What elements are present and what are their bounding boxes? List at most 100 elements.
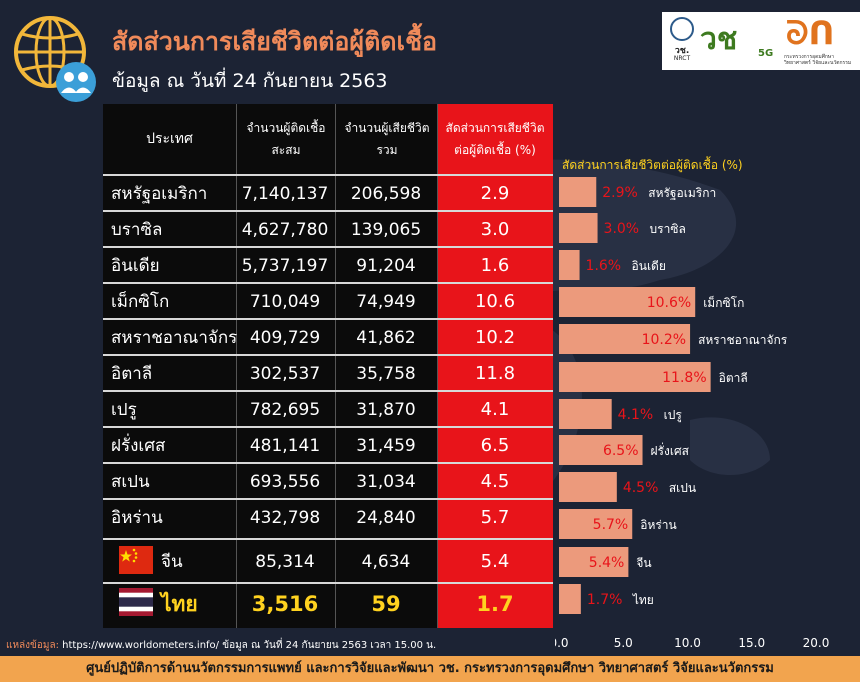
bar-category-label: สเปน <box>669 481 696 495</box>
cases-cell: 481,141 <box>249 436 321 456</box>
ratio-bar-chart: 2.9% สหรัฐอเมริกา 3.0% บราซิล 1.6% อินเดีย 10.… <box>555 177 830 650</box>
bar-category-label: สหราชอาณาจักร <box>698 333 788 347</box>
chart-bar <box>559 177 597 207</box>
chart-bar <box>559 250 580 280</box>
country-cell: สเปน <box>111 472 150 492</box>
table-row: สเปน 693,556 31,034 4.5 <box>103 464 553 500</box>
country-cell: สหรัฐอเมริกา <box>111 184 208 204</box>
source-text: https://www.worldometers.info/ ข้อมูล ณ … <box>58 640 437 651</box>
bar-category-label: อิตาลี <box>719 371 748 385</box>
country-cell: อินเดีย <box>111 256 160 276</box>
bar-category-label: สหรัฐอเมริกา <box>648 186 716 200</box>
country-cell: เปรู <box>111 400 137 420</box>
ratio-column-highlight <box>437 104 553 628</box>
country-cell: จีน <box>161 552 183 572</box>
x-tick-label: 15.0 <box>738 636 765 650</box>
country-cell: สหราชอาณาจักร <box>111 328 238 348</box>
header-cases: จำนวนผู้ติดเชื้อสะสม <box>246 121 326 157</box>
nrct-logo: วช. NRCT <box>668 15 696 67</box>
deaths-cell: 59 <box>371 592 401 616</box>
cases-cell: 85,314 <box>255 552 315 572</box>
chart-bar <box>559 324 691 354</box>
chart-bar <box>559 213 598 243</box>
bar-category-label: จีน <box>636 556 651 570</box>
x-tick-label: 10.0 <box>674 636 701 650</box>
x-tick-label: 20.0 <box>803 636 830 650</box>
table-row: จีน 85,314 4,634 5.4 <box>103 542 553 582</box>
row-divider <box>103 174 553 176</box>
table-row: เม็กซิโก 710,049 74,949 10.6 <box>103 284 553 320</box>
cases-cell: 710,049 <box>249 292 321 312</box>
bar-value-label: 4.5% <box>623 480 659 496</box>
bar-value-label: 10.2% <box>642 332 686 348</box>
row-divider <box>103 390 553 392</box>
ratio-cell: 1.6 <box>480 255 510 276</box>
page-subtitle: ข้อมูล ณ วันที่ 24 กันยายน 2563 <box>112 70 388 92</box>
table-row: เปรู 782,695 31,870 4.1 <box>103 392 553 428</box>
china-flag-icon <box>119 546 153 574</box>
ratio-cell: 10.2 <box>474 327 516 348</box>
bar-category-label: ฝรั่งเศส <box>651 442 690 458</box>
country-cell: อิตาลี <box>111 364 153 384</box>
row-divider <box>103 582 553 584</box>
bar-value-label: 1.7% <box>587 592 623 608</box>
cases-cell: 782,695 <box>249 400 321 420</box>
ratio-cell: 11.8 <box>474 363 516 384</box>
column-divider <box>335 104 336 628</box>
row-divider <box>103 426 553 428</box>
bar-value-label: 3.0% <box>604 221 640 237</box>
chart-bar <box>559 399 612 429</box>
chart-bar <box>559 287 696 317</box>
table-row: ไทย 3,516 59 1.7 <box>103 584 553 624</box>
row-divider <box>103 246 553 248</box>
bar-value-label: 5.7% <box>593 517 629 533</box>
row-divider <box>103 498 553 500</box>
deaths-cell: 91,204 <box>356 256 416 276</box>
country-cell: เม็กซิโก <box>111 292 170 312</box>
deaths-cell: 4,634 <box>361 552 411 572</box>
chart-bar <box>559 472 617 502</box>
bar-value-label: 5.4% <box>589 555 625 571</box>
deaths-cell: 206,598 <box>350 184 422 204</box>
chart-bar <box>559 584 581 614</box>
bar-category-label: บราซิล <box>650 222 686 236</box>
row-divider <box>103 462 553 464</box>
row-divider <box>103 282 553 284</box>
country-cell: บราซิล <box>111 220 163 240</box>
globe-people-icon <box>14 16 96 102</box>
nrct-5g-logo: วช 5G <box>700 22 774 59</box>
bar-category-label: ไทย <box>632 593 654 607</box>
row-divider <box>103 354 553 356</box>
bar-category-label: อินเดีย <box>632 259 666 273</box>
ratio-cell: 5.4 <box>480 551 510 572</box>
chart-bar <box>559 509 633 539</box>
deaths-cell: 31,870 <box>356 400 416 420</box>
table-row: อิตาลี 302,537 35,758 11.8 <box>103 356 553 392</box>
table-row: ฝรั่งเศส 481,141 31,459 6.5 <box>103 428 553 464</box>
ratio-cell: 2.9 <box>480 183 510 204</box>
header-deaths: จำนวนผู้เสียชีวิตรวม <box>344 121 430 157</box>
bar-value-label: 2.9% <box>602 185 638 201</box>
cases-cell: 4,627,780 <box>241 220 329 240</box>
table-row: บราซิล 4,627,780 139,065 3.0 <box>103 212 553 248</box>
bar-value-label: 4.1% <box>618 407 654 423</box>
country-cell: ไทย <box>161 592 198 616</box>
bar-value-label: 11.8% <box>662 370 706 386</box>
deaths-cell: 24,840 <box>356 508 416 528</box>
bar-category-label: เปรู <box>664 408 683 423</box>
thailand-flag-icon <box>119 588 153 616</box>
table-row: อิหร่าน 432,798 24,840 5.7 <box>103 500 553 536</box>
deaths-cell: 31,459 <box>356 436 416 456</box>
chart-bar <box>559 435 643 465</box>
row-divider <box>103 538 553 540</box>
chart-title: สัดส่วนการเสียชีวิตต่อผู้ติดเชื้อ (%) <box>562 158 743 172</box>
cases-cell: 7,140,137 <box>241 184 329 204</box>
cases-cell: 409,729 <box>249 328 321 348</box>
country-cell: ฝรั่งเศส <box>111 436 166 456</box>
source-label: แหล่งข้อมูล: <box>6 640 59 651</box>
country-cell: อิหร่าน <box>111 508 163 528</box>
logo-strip: วช. NRCT วช 5G ᘐᑎ กระทรวงการอุดมศึกษา วิ… <box>662 12 860 70</box>
bar-value-label: 6.5% <box>603 443 639 459</box>
page-title: สัดส่วนการเสียชีวิตต่อผู้ติดเชื้อ <box>112 27 438 56</box>
bar-value-label: 10.6% <box>647 295 691 311</box>
